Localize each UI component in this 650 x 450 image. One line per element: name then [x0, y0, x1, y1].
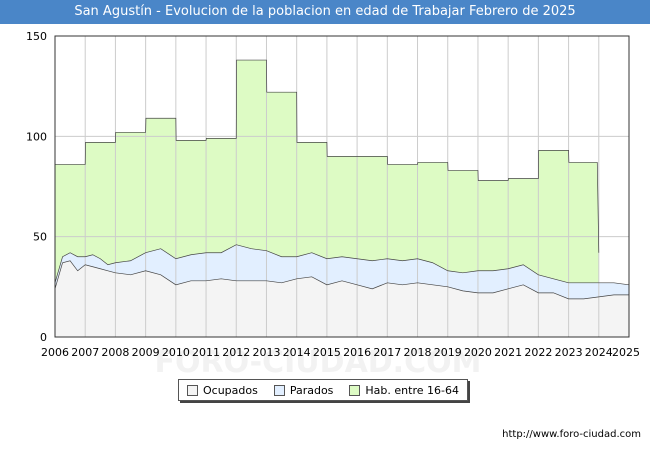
legend: Ocupados Parados Hab. entre 16-64 — [178, 379, 468, 401]
x-tick-label: 2016 — [343, 346, 371, 359]
x-tick-label: 2012 — [222, 346, 250, 359]
x-tick-label: 2018 — [404, 346, 432, 359]
series-area-ocupados — [55, 260, 629, 337]
plot-frame — [54, 35, 630, 338]
y-tick-label: 50 — [33, 231, 47, 244]
legend-label-parados: Parados — [289, 383, 334, 397]
x-tick-label: 2017 — [373, 346, 401, 359]
series-line-ocupados — [54, 260, 629, 300]
x-tick-label: 2021 — [494, 346, 522, 359]
x-tick-label: 2019 — [434, 346, 462, 359]
legend-item-ocupados: Ocupados — [186, 383, 258, 397]
legend-item-hab: Hab. entre 16-64 — [349, 384, 459, 397]
x-tick-label: 2009 — [132, 346, 160, 359]
x-tick-label: 2010 — [162, 346, 190, 359]
legend-item-parados: Parados — [273, 383, 334, 397]
x-tick-label: 2006 — [41, 346, 69, 359]
x-tick-label: 2023 — [555, 346, 583, 359]
legend-label-ocupados: Ocupados — [202, 383, 258, 397]
watermark-text: FORO-CIUDAD.COM — [155, 345, 482, 380]
legend-swatch-ocupados — [186, 384, 198, 396]
chart-title: San Agustín - Evolucion de la poblacion … — [0, 0, 650, 24]
x-tick-label: 2013 — [252, 346, 280, 359]
legend-swatch-hab — [349, 384, 361, 396]
x-tick-label: 2020 — [464, 346, 492, 359]
x-tick-label: 2025 — [612, 346, 640, 359]
x-tick-label: 2011 — [192, 346, 220, 359]
x-tick-label: 2022 — [524, 346, 552, 359]
legend-swatch-parados — [273, 384, 285, 396]
x-tick-label: 2008 — [101, 346, 129, 359]
y-tick-label: 0 — [40, 331, 47, 344]
series-line-hab — [55, 59, 600, 253]
x-tick-label: 2007 — [71, 346, 99, 359]
y-tick-label: 100 — [26, 130, 47, 143]
legend-label-hab: Hab. entre 16-64 — [365, 383, 459, 397]
series-line-parados — [54, 244, 630, 286]
x-tick-label: 2015 — [313, 346, 341, 359]
x-tick-label: 2024 — [585, 346, 613, 359]
x-tick-label: 2014 — [283, 346, 311, 359]
source-url: http://www.foro-ciudad.com — [502, 429, 641, 440]
y-tick-label: 150 — [26, 30, 47, 43]
